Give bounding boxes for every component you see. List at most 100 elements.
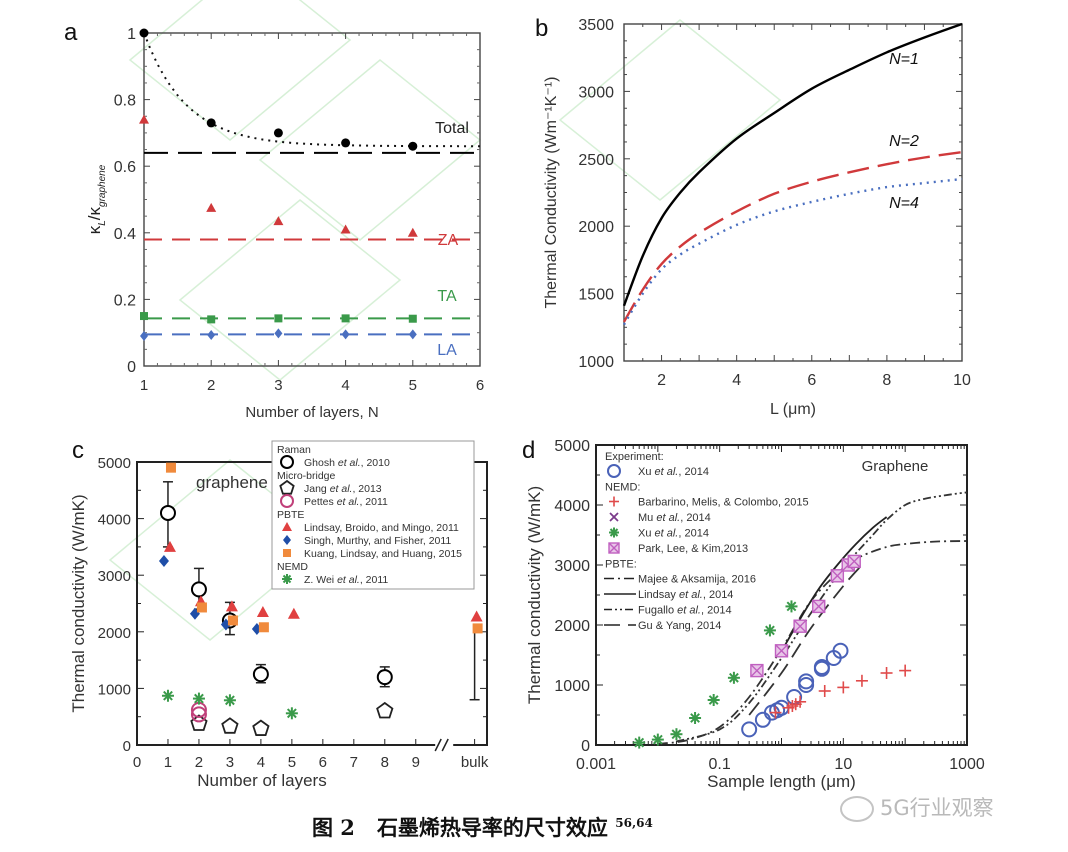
series-line-N=1 (622, 22, 963, 307)
data-point (812, 599, 826, 614)
x-axis-title: L (μm) (770, 401, 816, 418)
asterisk-stroke (729, 672, 739, 683)
x-tick-label: 4 (341, 377, 349, 394)
series-label-ta: TA (437, 288, 457, 305)
legend-entry: Barbarino, Melis, & Colombo, 2015 (638, 497, 809, 509)
data-point (256, 605, 269, 617)
asterisk-stroke (225, 695, 235, 706)
caption-refs: 56,64 (615, 816, 653, 830)
data-point (190, 714, 208, 731)
watermark: 5G行业观察 (840, 792, 994, 822)
asterisk-stroke (163, 690, 173, 701)
panel-b: b 2 4 6 8 10 1000 1500 2000 2500 3000 3500 L (μm) The… (535, 15, 971, 418)
legend-text: , 2011 (359, 496, 388, 508)
data-point (225, 600, 238, 612)
data-point (408, 314, 417, 323)
legend-text-italic: et al. (656, 512, 680, 524)
x-stroke (608, 542, 620, 554)
asterisk-stroke (194, 693, 204, 704)
x-tick-label: 8 (882, 372, 891, 389)
data-point (470, 610, 483, 622)
x-tick-label: 5 (409, 377, 417, 394)
data-point (837, 681, 850, 694)
data-point (273, 128, 283, 138)
x-stroke (812, 599, 826, 613)
legend-marker (282, 522, 292, 531)
y-tick-label: 2500 (578, 152, 614, 169)
data-point (376, 701, 394, 719)
legend-text: Ghosh (304, 457, 338, 469)
panel-label-d: d (522, 437, 535, 464)
series-label-N=2: N=2 (889, 133, 919, 150)
data-point (139, 114, 149, 124)
data-point (727, 671, 740, 684)
data-point (670, 728, 683, 741)
y-tick-label: 1000 (578, 354, 614, 371)
data-point (741, 721, 758, 738)
series-lindsay-broido-and-mingo-2011 (163, 540, 483, 622)
legend-text: Lindsay (638, 589, 679, 601)
data-point (754, 711, 771, 728)
x-tick-label: 0.001 (576, 756, 616, 773)
data-point (140, 331, 148, 342)
x-tick-label: 1 (140, 377, 148, 394)
legend-entry: Park, Lee, & Kim,2013 (638, 543, 748, 555)
x-tick-label: 2 (195, 754, 203, 771)
data-point (707, 694, 720, 706)
x-tick-label: bulk (461, 754, 489, 771)
legend-text: , 2011 (360, 574, 389, 586)
legend-marker (283, 535, 291, 545)
figure-caption: 图 2 石墨烯热导率的尺寸效应 56,64 (312, 812, 653, 842)
data-point (689, 712, 702, 724)
y-tick-label: 0 (581, 738, 590, 755)
x-stroke (609, 512, 619, 522)
x-tick-label: 6 (319, 754, 327, 771)
legend-marker (607, 464, 621, 478)
x-axis-title: Number of layers, N (245, 404, 378, 421)
series-jang-et-al-2013 (190, 701, 394, 736)
y-tick-label: 0.6 (114, 159, 136, 176)
data-point (472, 623, 483, 634)
legend-entry: Mu et al., 2014 (638, 512, 711, 524)
data-point (223, 694, 236, 707)
legend-entry: Kuang, Lindsay, and Huang, 2015 (304, 548, 462, 560)
legend-marker (609, 496, 619, 507)
y-tick-label: 0 (123, 738, 131, 755)
legend-text: Mu (638, 512, 656, 524)
legend-entry: Z. Wei et al., 2011 (304, 574, 388, 586)
x-stroke (847, 554, 861, 568)
legend-text-italic: et al. (677, 605, 701, 617)
y-axis-title: Thermal conductivity (W/mK) (69, 494, 88, 712)
legend-entry: Gu & Yang, 2014 (638, 620, 721, 632)
y-tick-label: 4000 (98, 512, 131, 529)
legend-text-italic: et al. (679, 589, 703, 601)
y-tick-label: 3500 (578, 17, 614, 34)
legend-group-title: Micro-bridge (277, 470, 336, 482)
data-point (190, 581, 207, 598)
legend-marker (283, 549, 291, 557)
x-axis-title: Number of layers (197, 771, 326, 790)
y-tick-label: 3000 (554, 558, 590, 575)
data-point (190, 706, 207, 723)
panel-label-c: c (72, 437, 84, 464)
series-xu-et-al-2014 (741, 642, 849, 738)
x-tick-label: 10 (953, 372, 971, 389)
y-tick-label: 1 (127, 26, 136, 43)
legend-text: , 2014 (703, 589, 734, 601)
axis-break-mark (441, 738, 449, 752)
legend-text: Xu (638, 466, 655, 478)
y-tick-label: 2000 (554, 618, 590, 635)
series-za (139, 114, 480, 241)
legend-marker (282, 574, 292, 584)
plot-frame (623, 23, 963, 362)
data-point (774, 644, 789, 658)
series-kuang-lindsay-and-huang-2015 (165, 462, 483, 634)
y-axis-title-part: κ (85, 225, 104, 234)
data-point (880, 667, 893, 679)
data-point (793, 619, 807, 633)
series-label-N=4: N=4 (889, 195, 919, 212)
x-axis-title: Sample length (μm) (707, 772, 856, 791)
data-point (340, 224, 351, 234)
asterisk-stroke (765, 625, 775, 636)
